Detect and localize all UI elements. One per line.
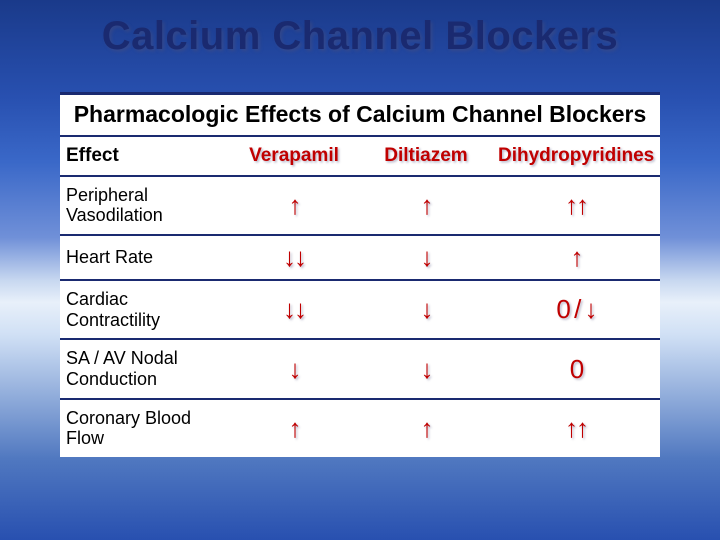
table-row: Peripheral Vasodilation ↑ ↑ ↑↑ [60,176,660,235]
effects-table-container: Pharmacologic Effects of Calcium Channel… [60,92,660,457]
table-caption: Pharmacologic Effects of Calcium Channel… [60,95,660,136]
header-effect: Effect [60,136,228,176]
cell-value: ↑↑ [492,399,660,457]
cell-value: ↓ [360,280,492,339]
cell-value: 0 / ↓ [492,280,660,339]
table-caption-row: Pharmacologic Effects of Calcium Channel… [60,95,660,136]
cell-value: ↑ [360,399,492,457]
cell-value: ↓ [360,339,492,398]
table-row: SA / AV Nodal Conduction ↓ ↓ 0 [60,339,660,398]
cell-value: ↓ [360,235,492,280]
cell-value: ↑ [228,176,360,235]
table-row: Coronary Blood Flow ↑ ↑ ↑↑ [60,399,660,457]
table-row: Heart Rate ↓↓ ↓ ↑ [60,235,660,280]
effect-label: Peripheral Vasodilation [60,176,228,235]
effect-label: Coronary Blood Flow [60,399,228,457]
effect-label: SA / AV Nodal Conduction [60,339,228,398]
slide-title: Calcium Channel Blockers [0,0,720,59]
cell-value: ↓ [228,339,360,398]
header-dihydropyridines: Dihydropyridines [492,136,660,176]
cell-value: ↑↑ [492,176,660,235]
cell-value: 0 [492,339,660,398]
effect-label: Cardiac Contractility [60,280,228,339]
slide: Calcium Channel Blockers Pharmacologic E… [0,0,720,540]
header-verapamil: Verapamil [228,136,360,176]
effects-table: Pharmacologic Effects of Calcium Channel… [60,95,660,457]
effect-label: Heart Rate [60,235,228,280]
cell-value: ↑ [492,235,660,280]
table-row: Cardiac Contractility ↓↓ ↓ 0 / ↓ [60,280,660,339]
cell-value: ↑ [228,399,360,457]
cell-value: ↓↓ [228,280,360,339]
cell-value: ↑ [360,176,492,235]
header-diltiazem: Diltiazem [360,136,492,176]
cell-value: ↓↓ [228,235,360,280]
table-header-row: Effect Verapamil Diltiazem Dihydropyridi… [60,136,660,176]
